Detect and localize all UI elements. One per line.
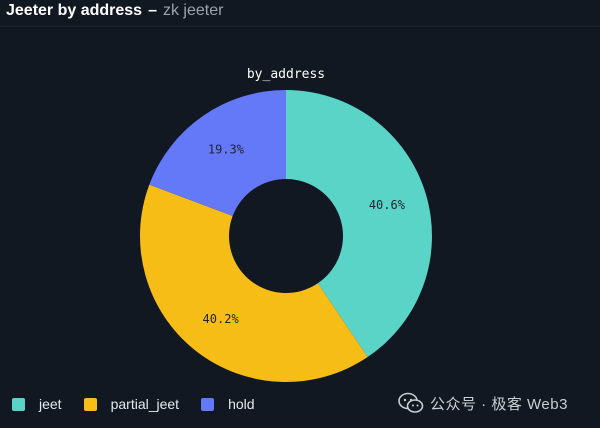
slice-jeet[interactable] xyxy=(286,90,432,358)
wechat-icon xyxy=(398,392,424,413)
title-separator: – xyxy=(148,2,157,19)
header-divider xyxy=(0,26,600,27)
legend-swatch xyxy=(83,397,97,411)
watermark-text: 公众号 · 极客 Web3 xyxy=(430,395,568,413)
slice-hold[interactable] xyxy=(149,90,286,216)
legend-swatch xyxy=(201,397,215,411)
chart-title: by_address xyxy=(247,67,325,82)
slice-label-hold: 19.3% xyxy=(208,142,245,156)
donut-slice-labels: 40.6% 40.2% 19.3% xyxy=(203,142,406,326)
donut-slices xyxy=(140,90,432,382)
slice-partial-jeet[interactable] xyxy=(140,184,368,382)
legend-label: partial_jeet xyxy=(110,396,180,412)
panel-title: Jeeter by address xyxy=(6,2,143,19)
slice-label-partial-jeet: 40.2% xyxy=(203,312,240,326)
legend-item-hold[interactable]: hold xyxy=(201,396,255,412)
slice-label-jeet: 40.6% xyxy=(369,198,406,212)
legend-item-partial-jeet[interactable]: partial_jeet xyxy=(83,396,180,412)
legend-label: hold xyxy=(228,396,255,412)
legend-item-jeet[interactable]: jeet xyxy=(12,396,62,412)
chart-legend: jeet partial_jeet hold xyxy=(12,396,277,412)
panel-header: Jeeter by address – zk jeeter xyxy=(6,0,223,22)
legend-label: jeet xyxy=(39,396,62,412)
watermark: 公众号 · 极客 Web3 xyxy=(398,392,568,414)
legend-swatch xyxy=(12,397,25,411)
panel-subtitle: zk jeeter xyxy=(162,2,224,19)
